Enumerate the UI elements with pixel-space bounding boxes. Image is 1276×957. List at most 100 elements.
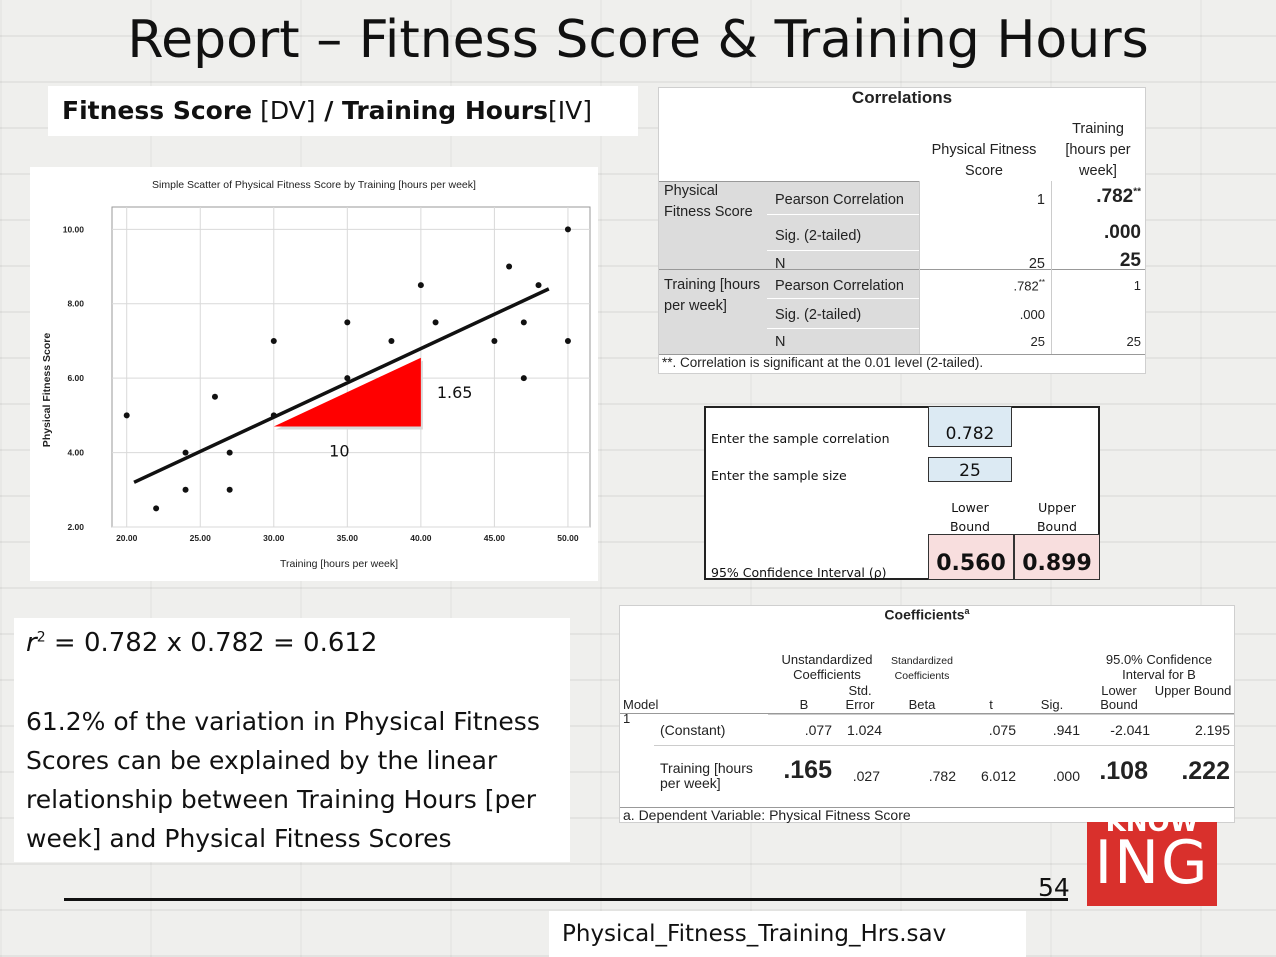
coef-h-sig: Sig. (1040, 697, 1064, 712)
scatter-point (123, 412, 130, 419)
corr-row2-label: Training [hours per week] (664, 277, 761, 314)
scatter-point (564, 226, 571, 233)
ci-upper-bg (1014, 534, 1100, 580)
footer-rule (64, 898, 1068, 901)
x-tick-label: 25.00 (190, 533, 212, 543)
coef-h-beta: Beta (908, 697, 936, 712)
coef-row2-t: 6.012 (980, 768, 1016, 784)
scatter-point (182, 449, 189, 456)
r1-pearson-training-sup: ** (1133, 186, 1141, 198)
ci-n-input[interactable]: 25 (959, 461, 981, 481)
coef-model-number: 1 (623, 711, 631, 726)
coef-row2-lower: .108 (1099, 757, 1148, 785)
corr-col-training-line3: week] (1079, 163, 1117, 179)
y-tick-label: 6.00 (67, 373, 84, 383)
scatter-point (270, 337, 277, 344)
y-tick-label: 2.00 (67, 522, 84, 532)
coefficients-table: Coefficientsa Unstandardized Coefficient… (619, 605, 1235, 823)
r1-sig-label: Sig. (2-tailed) (775, 228, 862, 244)
iv-name: Training Hours (342, 96, 548, 125)
r1-pearson-training-value: .782 (1096, 186, 1134, 207)
fit-line (133, 287, 550, 484)
r-squared-panel: r2 = 0.782 x 0.782 = 0.612 61.2% of the … (14, 618, 570, 862)
subtitle: Fitness Score [DV] / Training Hours[IV] (62, 96, 592, 125)
scatter-point (211, 393, 218, 400)
r1-pearson-physical: 1 (1036, 192, 1045, 208)
r2-pearson-training: 1 (1133, 278, 1141, 293)
logo-bottom-text: ING (1094, 828, 1210, 898)
knowing-logo: KNOW ING (1087, 822, 1217, 906)
coef-h-ci: 95.0% Confidence Interval for B (1105, 652, 1213, 682)
coef-title: Coefficientsa (620, 606, 1234, 623)
scatter-point (388, 337, 395, 344)
scatter-point (432, 319, 439, 326)
coef-row2-label: Training [hours per week] (660, 760, 753, 791)
coef-h-b: B (799, 697, 809, 712)
coef-h-model: Model (623, 697, 659, 712)
dv-name: Fitness Score (62, 96, 253, 125)
coef-title-sup: a (964, 606, 970, 616)
coef-row1-t: .075 (988, 722, 1016, 738)
coef-h-lower: Lower Bound (1100, 683, 1138, 712)
x-tick-label: 40.00 (410, 533, 432, 543)
y-axis-label: Physical Fitness Score (41, 333, 53, 448)
page-number: 54 (1038, 873, 1070, 902)
coef-row1-lower: -2.041 (1110, 722, 1150, 738)
ci-upper-header: Upper Bound (1036, 500, 1077, 534)
scatter-point (226, 486, 233, 493)
plot-area (111, 206, 591, 528)
x-tick-label: 30.00 (263, 533, 285, 543)
y-tick-label: 8.00 (67, 299, 84, 309)
scatter-chart-panel: Simple Scatter of Physical Fitness Score… (30, 167, 598, 581)
scatter-point (344, 375, 351, 382)
dv-tag: [DV] (260, 96, 316, 125)
corr-row1-label: Physical Fitness Score (664, 183, 753, 220)
corr-col-physical: Physical Fitness Score (931, 142, 1037, 179)
x-tick-label: 45.00 (484, 533, 506, 543)
subtitle-separator: / (315, 96, 343, 125)
corr-row-label-bg (659, 181, 919, 354)
coef-row2-se: .027 (852, 768, 880, 784)
chart-ticks: 20.00 25.00 30.00 35.00 40.00 45.00 50.00 2.00 4… (63, 224, 579, 543)
coef-footnote: a. Dependent Variable: Physical Fitness … (623, 807, 911, 823)
scatter-chart: Simple Scatter of Physical Fitness Score… (41, 179, 591, 570)
scatter-point (226, 449, 233, 456)
ci-lower-bg (928, 534, 1014, 580)
y-tick-label: 10.00 (63, 224, 85, 234)
coef-h-t: t (989, 697, 993, 712)
ci-calculator: Enter the sample correlation Enter the s… (704, 406, 1100, 580)
r1-sig-training: .000 (1104, 222, 1141, 243)
correlations-table: Correlations Physical Fitness Score Trai… (658, 87, 1146, 374)
coef-title-text: Coefficients (884, 606, 965, 623)
rise-label: 1.65 (437, 383, 473, 402)
r1-pearson-training: .782** (1051, 186, 1141, 208)
ci-input-divider (928, 446, 1012, 458)
filename-box: Physical_Fitness_Training_Hrs.sav (549, 911, 1026, 957)
r-superscript: 2 (36, 629, 46, 646)
chart-title: Simple Scatter of Physical Fitness Score… (152, 179, 476, 191)
coef-h-se: Std. Error (845, 683, 875, 712)
y-tick-label: 4.00 (67, 448, 84, 458)
filename: Physical_Fitness_Training_Hrs.sav (562, 921, 947, 947)
ci-label: 95% Confidence Interval (ρ) (711, 565, 887, 580)
subtitle-box: Fitness Score [DV] / Training Hours[IV] (48, 86, 638, 136)
chart-points (123, 226, 571, 512)
coef-row2-upper: .222 (1181, 757, 1230, 785)
slope-triangle-shape (273, 357, 421, 427)
ci-lower-header: Lower Bound (949, 500, 990, 534)
coef-h-upper: Upper Bound (1154, 683, 1232, 698)
r1-n-training: 25 (1119, 250, 1141, 271)
fit-line-group (133, 287, 550, 484)
slope-triangle (273, 357, 423, 430)
coef-h-std: Standardized Coefficients (891, 655, 953, 682)
coef-row2-b: .165 (783, 756, 832, 784)
scatter-point (535, 282, 542, 289)
r-symbol: r (26, 628, 37, 658)
iv-tag: [IV] (547, 96, 592, 125)
scatter-point (506, 263, 513, 270)
ci-corr-input[interactable]: 0.782 (945, 424, 995, 444)
ci-lower-value: 0.560 (936, 551, 1006, 576)
scatter-point (564, 337, 571, 344)
r-squared-description: 61.2% of the variation in Physical Fitne… (26, 707, 540, 853)
r2-sig-label: Sig. (2-tailed) (775, 307, 862, 323)
